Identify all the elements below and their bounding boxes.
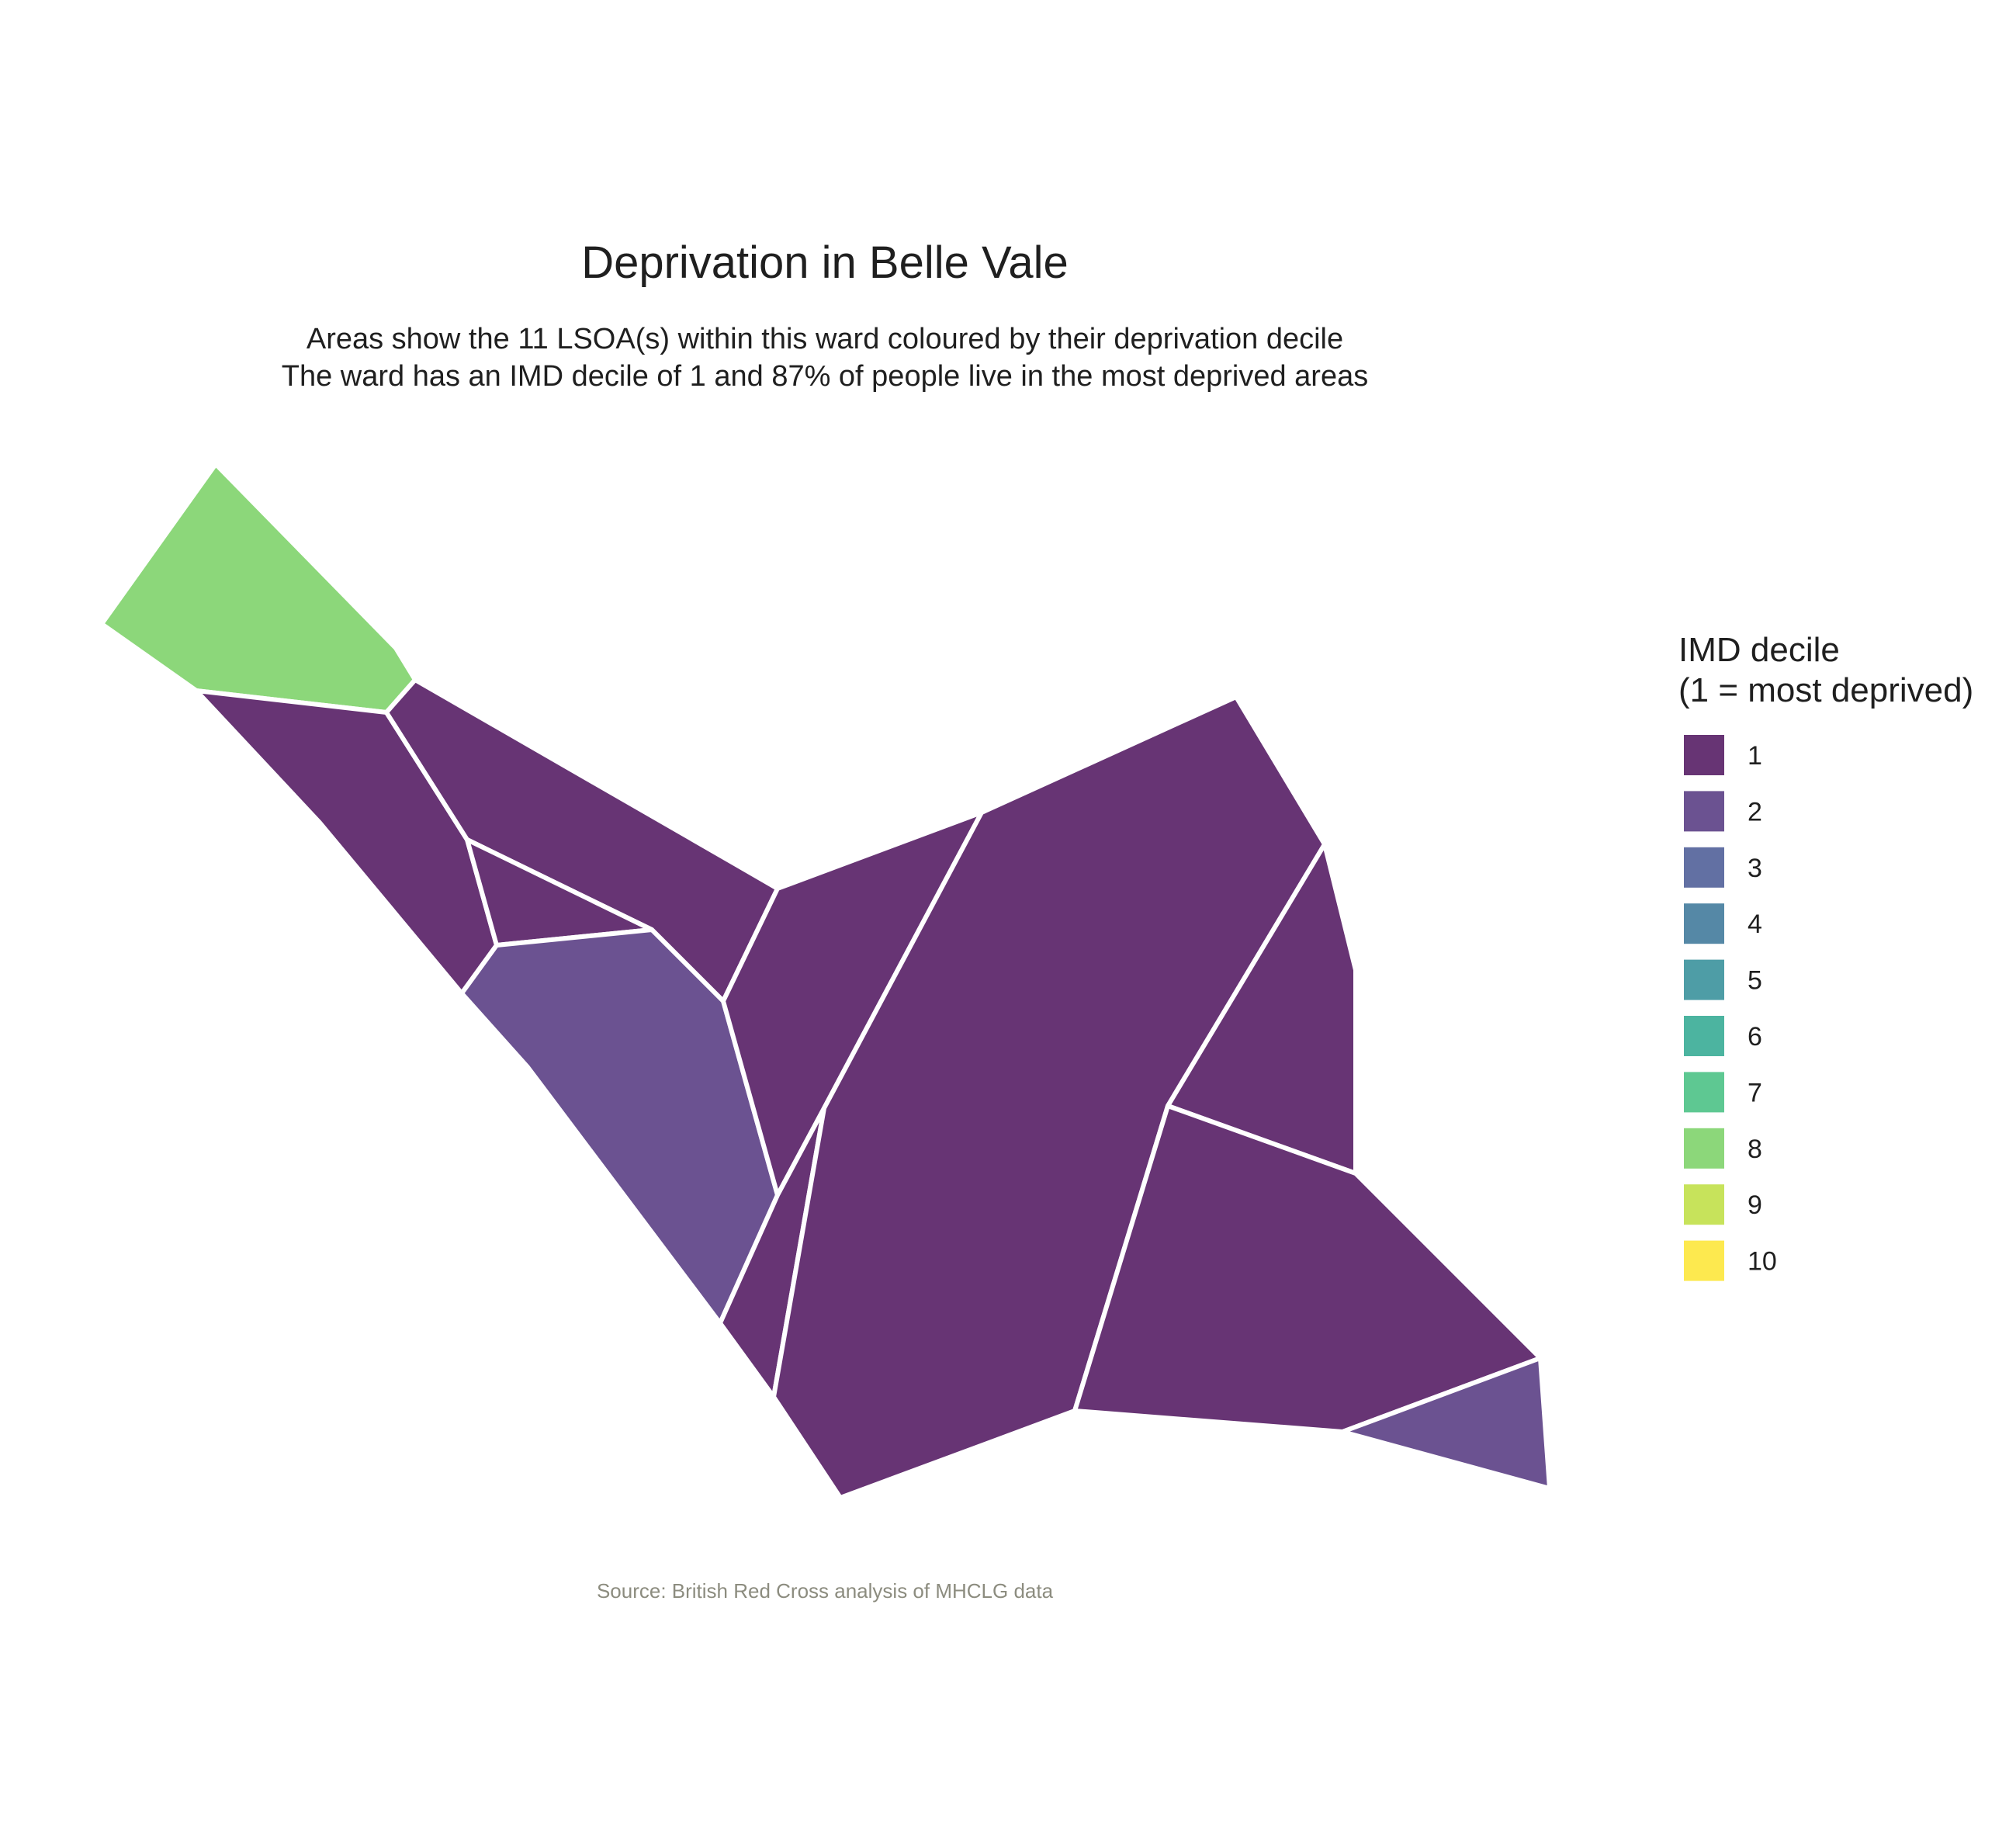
- map-subtitle-line1: Areas show the 11 LSOA(s) within this wa…: [307, 323, 1343, 355]
- legend-key-2: [1684, 791, 1724, 832]
- legend-label-8: 8: [1748, 1135, 1762, 1164]
- legend-label-10: 10: [1748, 1247, 1777, 1277]
- lsoa-nw-tip: [99, 462, 417, 715]
- legend-label-1: 1: [1748, 741, 1762, 771]
- legend-label-3: 3: [1748, 854, 1762, 883]
- map-subtitle-line2: The ward has an IMD decile of 1 and 87% …: [282, 360, 1368, 393]
- lsoa-areas: [99, 462, 1552, 1500]
- legend-label-7: 7: [1748, 1078, 1762, 1107]
- lsoa-far-southeast: [1340, 1356, 1552, 1491]
- legend-key-7: [1684, 1072, 1724, 1113]
- source-caption: Source: British Red Cross analysis of MH…: [597, 1579, 1054, 1603]
- legend-key-6: [1684, 1016, 1724, 1056]
- legend-label-2: 2: [1748, 797, 1762, 826]
- legend-label-4: 4: [1748, 910, 1762, 939]
- legend-key-1: [1684, 735, 1724, 775]
- legend-key-8: [1684, 1128, 1724, 1169]
- legend-key-5: [1684, 959, 1724, 1000]
- legend-key-3: [1684, 847, 1724, 888]
- map-title: Deprivation in Belle Vale: [581, 237, 1069, 288]
- legend-title-line2: (1 = most deprived): [1678, 671, 1973, 709]
- legend-key-4: [1684, 903, 1724, 944]
- legend-title-line1: IMD decile: [1678, 631, 1840, 669]
- legend-label-9: 9: [1748, 1190, 1762, 1220]
- legend-label-5: 5: [1748, 966, 1762, 996]
- legend-label-6: 6: [1748, 1022, 1762, 1052]
- legend: IMD decile (1 = most deprived) 1 2 3 4 5 6 7 8 9…: [1678, 631, 1973, 1281]
- legend-key-9: [1684, 1184, 1724, 1225]
- legend-items: 1 2 3 4 5 6 7 8 9 10: [1684, 735, 1777, 1281]
- legend-key-10: [1684, 1240, 1724, 1281]
